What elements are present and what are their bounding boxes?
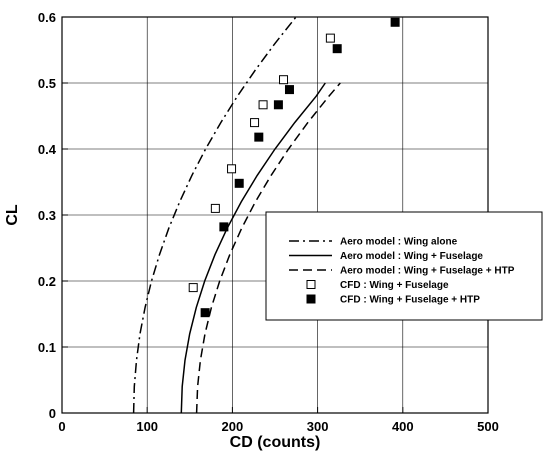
legend-marker-sample (306, 294, 316, 304)
y-tick-label: 0.4 (38, 142, 57, 157)
data-point (254, 132, 264, 142)
y-tick-label: 0.6 (38, 10, 56, 25)
data-point (210, 203, 220, 213)
x-tick-label: 300 (307, 419, 329, 434)
x-tick-label: 100 (136, 419, 158, 434)
data-point (200, 308, 210, 318)
data-point (332, 44, 342, 54)
legend-label: CFD : Wing + Fuselage + HTP (340, 295, 480, 306)
x-tick-label: 0 (58, 419, 65, 434)
series-line (195, 82, 341, 413)
x-axis-title: CD (counts) (230, 434, 321, 451)
y-tick-label: 0.1 (38, 340, 56, 355)
legend-label: CFD : Wing + Fuselage (340, 280, 449, 291)
data-point (188, 283, 198, 293)
series-line (180, 82, 326, 413)
y-tick-label: 0 (49, 406, 56, 421)
legend-marker-sample (306, 280, 316, 289)
series-line (132, 17, 297, 413)
data-point (258, 100, 268, 110)
legend-label: Aero model : Wing + Fuselage (340, 251, 483, 262)
x-tick-label: 500 (477, 419, 499, 434)
y-axis-title: CL (4, 204, 21, 226)
legend-label: Aero model : Wing alone (340, 237, 458, 248)
x-tick-label: 400 (392, 419, 414, 434)
data-point (234, 178, 244, 188)
data-point (273, 100, 283, 110)
y-tick-label: 0.3 (38, 208, 56, 223)
data-point (390, 17, 400, 27)
data-point (250, 118, 260, 128)
y-tick-label: 0.2 (38, 274, 56, 289)
x-tick-label: 200 (222, 419, 244, 434)
legend-label: Aero model : Wing + Fuselage + HTP (340, 266, 515, 277)
legend: Aero model : Wing alone Aero model : Wing… (265, 211, 543, 321)
data-point (227, 164, 237, 174)
data-point (219, 222, 229, 232)
curves (132, 17, 341, 413)
cfd-markers (188, 17, 400, 318)
data-point (279, 75, 289, 85)
data-point (284, 85, 294, 95)
data-point (325, 33, 335, 43)
y-tick-label: 0.5 (38, 76, 56, 91)
axis-ticks: 0 100 200 300 400 500 0 0.1 0.2 0.3 0.4 0.5 0.6 (38, 10, 499, 434)
